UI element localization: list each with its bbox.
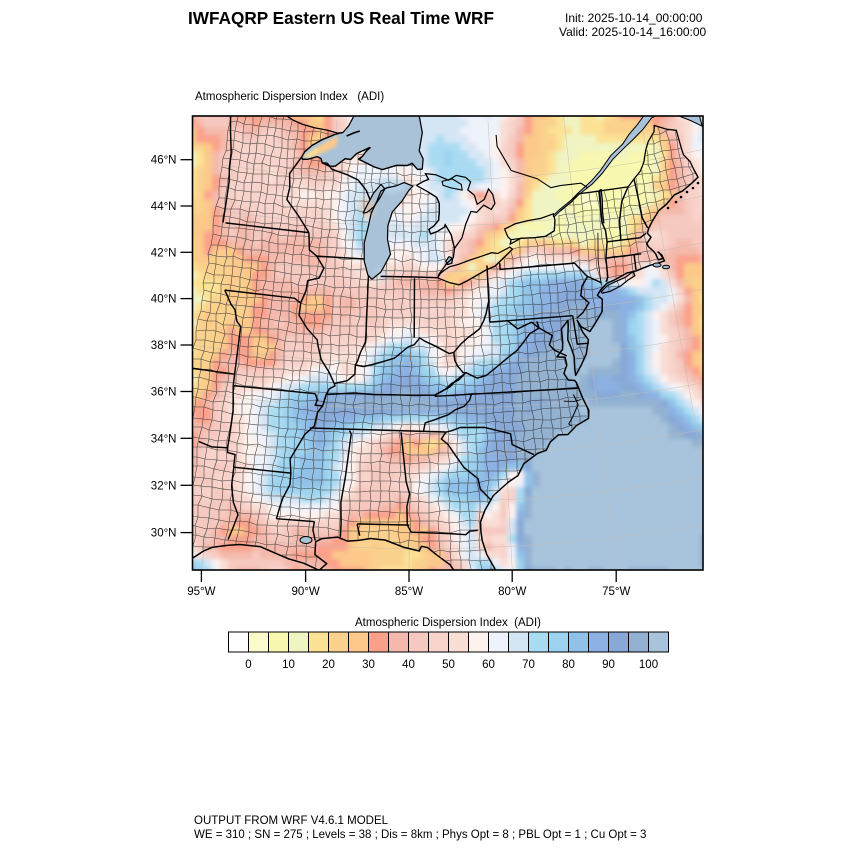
svg-text:46°N: 46°N bbox=[151, 155, 177, 167]
svg-text:Atmospheric Dispersion Index: Atmospheric Dispersion Index (ADI) bbox=[195, 91, 384, 103]
svg-text:50: 50 bbox=[442, 659, 455, 671]
svg-text:40°N: 40°N bbox=[151, 294, 177, 306]
svg-text:75°W: 75°W bbox=[602, 586, 630, 598]
svg-text:IWFAQRP Eastern US Real Time W: IWFAQRP Eastern US Real Time WRF bbox=[188, 8, 494, 28]
svg-text:100: 100 bbox=[639, 659, 658, 671]
svg-text:30°N: 30°N bbox=[151, 528, 177, 540]
svg-text:30: 30 bbox=[362, 659, 375, 671]
svg-text:WE = 310 ; SN = 275 ; Levels =: WE = 310 ; SN = 275 ; Levels = 38 ; Dis … bbox=[194, 829, 646, 841]
svg-text:36°N: 36°N bbox=[151, 387, 177, 399]
svg-text:20: 20 bbox=[322, 659, 335, 671]
svg-text:Valid: 2025-10-14_16:00:00: Valid: 2025-10-14_16:00:00 bbox=[559, 25, 707, 39]
svg-text:42°N: 42°N bbox=[151, 247, 177, 259]
svg-text:40: 40 bbox=[402, 659, 415, 671]
svg-text:0: 0 bbox=[245, 659, 251, 671]
svg-text:80: 80 bbox=[562, 659, 575, 671]
svg-text:10: 10 bbox=[282, 659, 295, 671]
svg-text:60: 60 bbox=[482, 659, 495, 671]
svg-text:34°N: 34°N bbox=[151, 433, 177, 445]
svg-text:32°N: 32°N bbox=[151, 480, 177, 492]
svg-text:70: 70 bbox=[522, 659, 535, 671]
svg-text:38°N: 38°N bbox=[151, 340, 177, 352]
svg-text:95°W: 95°W bbox=[187, 586, 215, 598]
svg-text:Init: 2025-10-14_00:00:00: Init: 2025-10-14_00:00:00 bbox=[565, 11, 703, 25]
svg-text:Atmospheric Dispersion Index: Atmospheric Dispersion Index (ADI) bbox=[355, 617, 541, 629]
svg-text:90: 90 bbox=[602, 659, 615, 671]
svg-text:90°W: 90°W bbox=[291, 586, 319, 598]
svg-text:OUTPUT FROM WRF V4.6.1 MODEL: OUTPUT FROM WRF V4.6.1 MODEL bbox=[194, 815, 389, 827]
svg-text:85°W: 85°W bbox=[395, 586, 423, 598]
svg-text:44°N: 44°N bbox=[151, 201, 177, 213]
svg-text:80°W: 80°W bbox=[498, 586, 526, 598]
